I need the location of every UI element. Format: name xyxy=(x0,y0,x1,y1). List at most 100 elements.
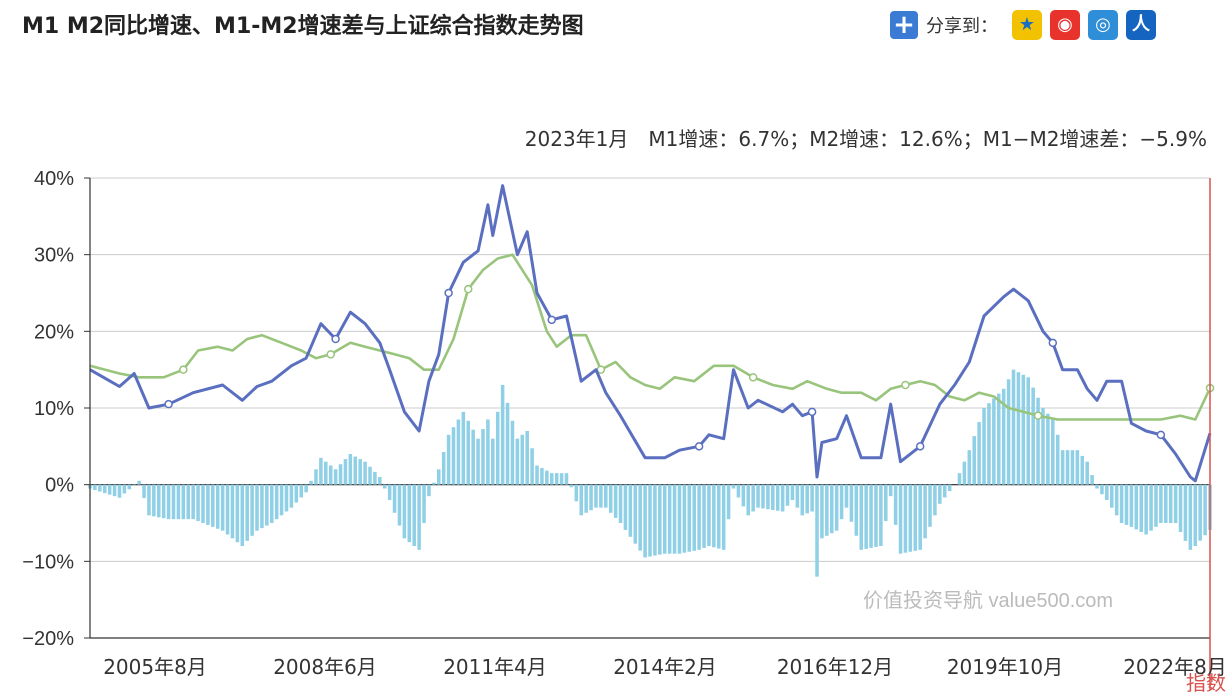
diff-bar xyxy=(451,427,456,485)
diff-bar xyxy=(628,484,633,537)
diff-bar xyxy=(343,459,348,485)
diff-bar xyxy=(977,422,981,485)
diff-bar xyxy=(1173,484,1178,523)
y-tick-label: 40% xyxy=(34,168,74,190)
diff-bar xyxy=(884,484,888,522)
diff-bar xyxy=(274,484,279,520)
diff-bar xyxy=(766,484,770,510)
diff-bar xyxy=(476,438,480,485)
diff-bar xyxy=(667,484,672,554)
diff-bar xyxy=(333,469,338,485)
diff-bar xyxy=(594,484,598,508)
diff-bar xyxy=(692,484,696,551)
diff-bar xyxy=(918,484,922,550)
diff-bar xyxy=(864,484,868,549)
renren-icon[interactable]: 人 xyxy=(1126,10,1156,40)
diff-bar xyxy=(908,484,913,552)
y-tick-label: 20% xyxy=(34,321,74,343)
diff-bar xyxy=(677,484,682,554)
m1-marker xyxy=(1048,338,1058,348)
axes: 40% 30% 20% 10% 0% −10% −20% 2005年8月 2008年6月 2011… xyxy=(22,168,1227,690)
diff-bar xyxy=(515,438,520,485)
diff-bar xyxy=(1159,484,1163,523)
diff-bar xyxy=(913,484,918,551)
diff-bar xyxy=(1100,484,1104,495)
weibo-icon[interactable]: ◉ xyxy=(1050,10,1080,40)
qzone-icon[interactable]: ★ xyxy=(1012,10,1042,40)
diff-bar xyxy=(682,484,687,553)
diff-bar xyxy=(574,484,579,502)
diff-bar xyxy=(712,484,716,548)
diff-bar xyxy=(780,484,785,512)
diff-bar xyxy=(309,480,313,485)
diff-bar xyxy=(775,484,780,511)
diff-bar xyxy=(717,484,721,549)
diff-bar xyxy=(1134,484,1139,530)
diff-bar xyxy=(314,469,318,485)
diff-bar xyxy=(461,411,466,485)
diff-bar xyxy=(643,484,647,558)
diff-bar xyxy=(427,484,431,497)
diff-bars xyxy=(88,369,1212,577)
diff-bar xyxy=(638,484,642,551)
diff-bar xyxy=(432,482,436,485)
diff-bar xyxy=(186,484,191,520)
m1-marker xyxy=(547,315,557,325)
diff-bar xyxy=(1178,484,1183,532)
diff-bar xyxy=(171,484,176,520)
diff-bar xyxy=(520,434,525,485)
diff-bar xyxy=(947,484,952,492)
diff-bar xyxy=(456,419,461,485)
diff-bar xyxy=(957,473,962,485)
diff-bar xyxy=(800,484,805,516)
diff-bar xyxy=(1119,484,1124,523)
chart-title: M1 M2同比增速、M1-M2增速差与上证综合指数走势图 xyxy=(22,14,584,39)
diff-bar xyxy=(604,484,608,508)
x-tick-label: 2005年8月 xyxy=(103,655,207,679)
x-tick-label: 2008年6月 xyxy=(273,655,377,679)
diff-bar xyxy=(1075,450,1080,485)
diff-bar xyxy=(569,484,574,488)
m1-marker xyxy=(1156,430,1166,440)
diff-bar xyxy=(898,484,903,554)
m2-marker xyxy=(1033,411,1043,420)
diff-bar xyxy=(201,484,205,523)
diff-bar xyxy=(230,484,235,539)
diff-bar xyxy=(874,484,878,547)
diff-bar xyxy=(648,484,652,557)
diff-bar xyxy=(397,484,402,526)
diff-bar xyxy=(1080,455,1085,485)
diff-bar xyxy=(1188,484,1193,550)
diff-bar xyxy=(466,420,471,485)
diff-bar xyxy=(987,403,991,485)
diff-bar xyxy=(756,484,760,508)
tencent-weibo-icon[interactable]: ◎ xyxy=(1088,10,1118,40)
diff-bar xyxy=(338,464,343,485)
diff-bar xyxy=(279,484,284,516)
diff-bar xyxy=(721,484,726,550)
diff-bar xyxy=(982,408,986,485)
diff-bar xyxy=(378,477,382,485)
y-tick-label: 0% xyxy=(45,475,74,497)
diff-bar xyxy=(658,484,662,555)
diff-bar xyxy=(402,484,407,539)
diff-bar xyxy=(810,484,814,512)
diff-bar xyxy=(220,484,225,531)
diff-bar xyxy=(328,465,333,485)
m1-marker xyxy=(331,334,340,344)
add-share-icon[interactable]: + xyxy=(890,11,918,39)
diff-bar xyxy=(751,484,755,512)
diff-bar xyxy=(662,484,667,554)
diff-bar xyxy=(137,480,141,485)
diff-bar xyxy=(122,484,127,494)
diff-bar xyxy=(795,484,800,508)
diff-bar xyxy=(967,450,972,485)
m1-marker xyxy=(915,442,925,451)
diff-bar xyxy=(962,461,967,485)
diff-bar xyxy=(997,393,1001,485)
diff-bar xyxy=(1090,475,1094,485)
m1-marker xyxy=(444,288,453,298)
diff-bar xyxy=(441,452,446,485)
diff-bar xyxy=(834,484,839,531)
diff-bar xyxy=(225,484,230,535)
